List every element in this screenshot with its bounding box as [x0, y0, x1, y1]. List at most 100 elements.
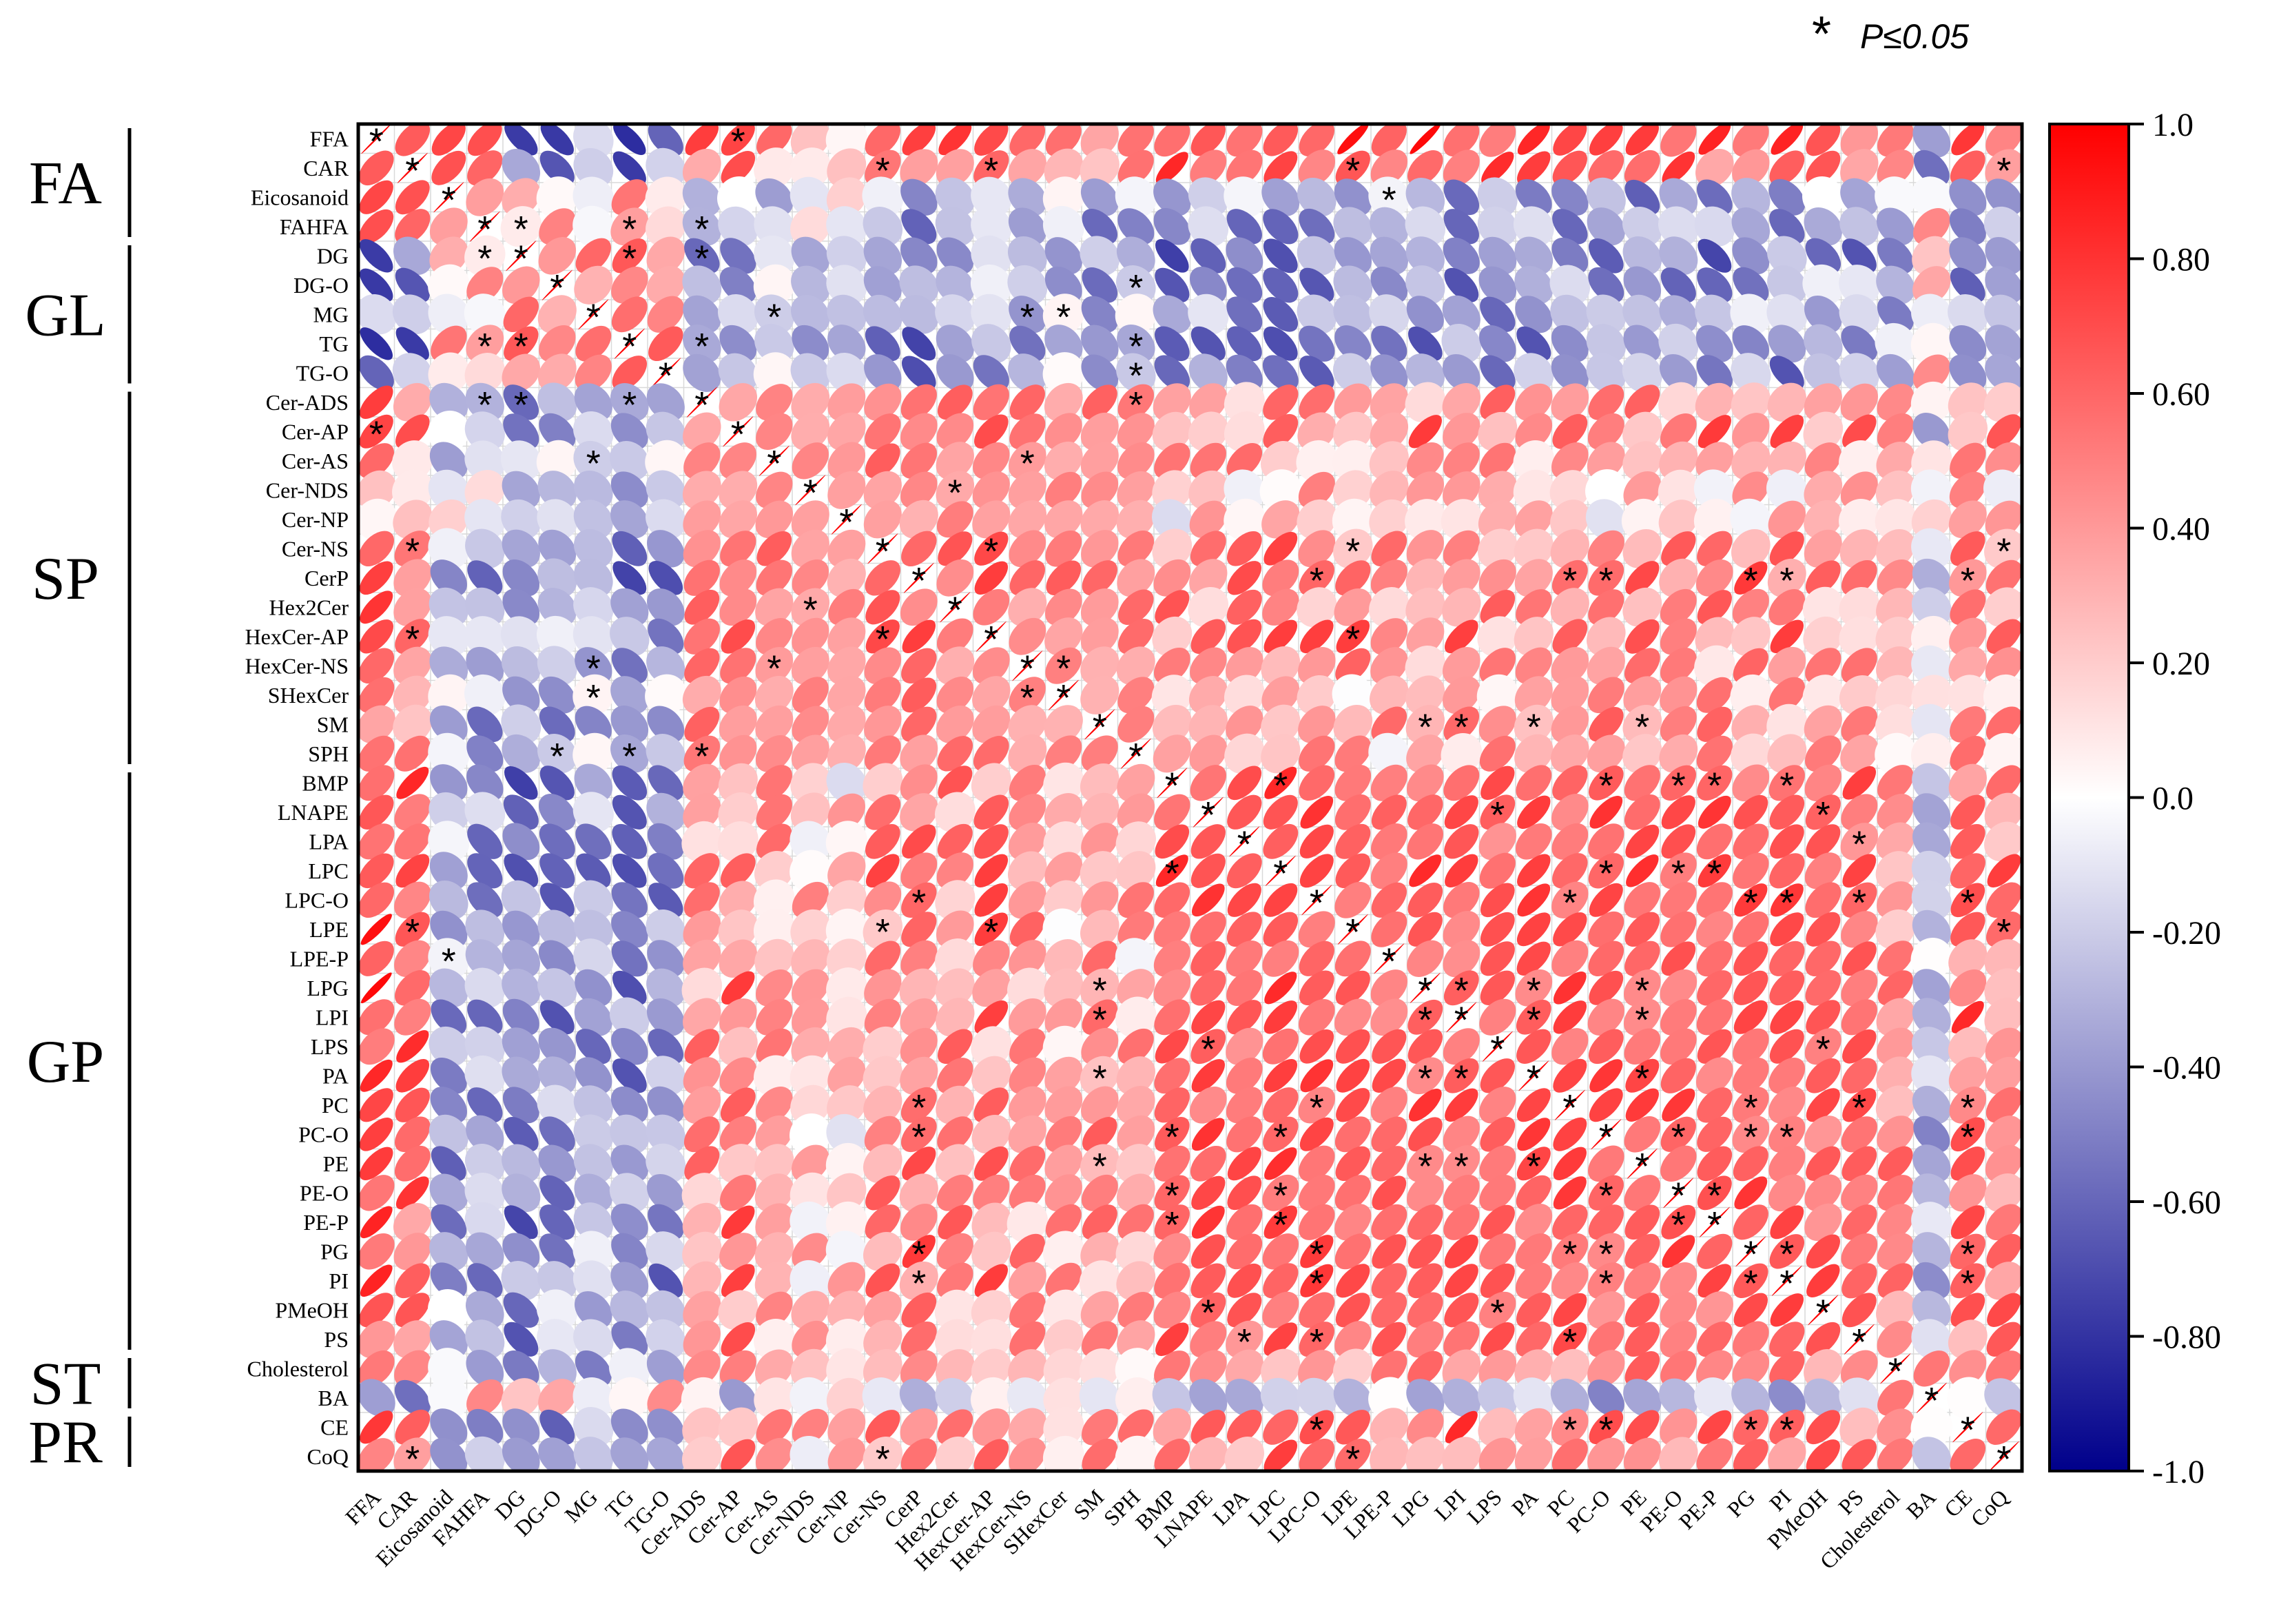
significance-star-bmp-bmp: * — [1165, 765, 1179, 806]
cell-mg-ps — [1839, 294, 1880, 335]
cell-hexcer-ap-hexcer-ns — [1009, 617, 1046, 655]
cell-lps-pe-o — [1660, 1028, 1697, 1065]
cell-ba-hex2cer — [935, 1377, 976, 1418]
cell-lpe-p-pa — [1516, 941, 1551, 976]
cell-pa-pc-o — [1589, 1059, 1623, 1093]
significance-star-pg-pi: * — [1779, 1233, 1794, 1275]
cell-ps-cer-ap — [721, 1322, 756, 1357]
cell-car-pmeoh — [1806, 150, 1841, 185]
cell-pi-lpa — [1227, 1263, 1262, 1298]
cell-eicosanoid-bmp — [1153, 178, 1191, 216]
cell-ffa-shexcer — [1045, 124, 1082, 157]
cell-car-tg — [612, 151, 646, 185]
cell-mg-pe — [1622, 294, 1662, 334]
cell-lpc-pe — [1626, 854, 1659, 887]
cell-tg-o-car — [392, 353, 433, 393]
cell-pg-tg — [611, 1233, 648, 1270]
significance-star-pmeoh-lnape: * — [1201, 1292, 1215, 1333]
cell-dg-lnape — [1190, 238, 1226, 274]
cell-cer-nds-sm — [1081, 471, 1119, 509]
cell-sph-cholesterol — [1875, 732, 1917, 774]
cell-shexcer-ba — [1911, 675, 1952, 716]
cell-hexcer-ap-lpe-p — [1370, 618, 1407, 655]
cell-coq-pe-p — [1696, 1438, 1733, 1471]
cell-tg-pe-p — [1695, 325, 1733, 362]
cell-lpi-cer-nds — [792, 998, 829, 1036]
cell-dg-o-sm — [1082, 267, 1118, 303]
cell-dg-o-pmeoh — [1802, 264, 1844, 306]
significance-star-pe-o-pc-o: * — [1599, 1175, 1613, 1216]
cell-lnape-cer-ads — [683, 793, 721, 832]
significance-star-pa-lpg: * — [1418, 1058, 1432, 1099]
cell-ba-pa — [1513, 1377, 1554, 1419]
cell-cer-nds-pmeoh — [1804, 471, 1843, 510]
cell-cholesterol-lpc — [1261, 1348, 1301, 1388]
cell-ce-lpa — [1226, 1409, 1262, 1445]
cell-pe-p-pa — [1515, 1203, 1553, 1241]
cell-ce-lpg — [1407, 1408, 1444, 1446]
cell-ps-pa — [1516, 1322, 1552, 1357]
cell-ffa-cer-ads — [685, 124, 719, 156]
cell-pe-pe-p — [1697, 1146, 1733, 1182]
cell-mg-lpe — [1333, 294, 1373, 334]
cell-tg-o-lpi — [1442, 353, 1480, 392]
significance-star-coq-car: * — [405, 1439, 420, 1480]
significance-star-mg-hexcer-ns: * — [1020, 296, 1035, 338]
cell-dg-o-pc — [1549, 265, 1591, 306]
cell-pe-p-dg — [504, 1205, 538, 1240]
x-label-mg: MG — [559, 1484, 602, 1527]
cell-ps-pg — [1733, 1321, 1769, 1358]
cell-pe-p-tg — [610, 1203, 648, 1241]
cell-eicosanoid-ce — [1949, 178, 1987, 216]
significance-star-pi-ce: * — [1961, 1263, 1975, 1304]
cell-cer-np-pc-o — [1585, 499, 1627, 540]
cell-sph-ffa — [358, 735, 395, 772]
cell-dg-sm — [1080, 236, 1120, 276]
significance-star-pi-cerp: * — [911, 1263, 926, 1304]
cell-pe-o-lpe-p — [1372, 1175, 1407, 1211]
cell-ce-coq — [1986, 1409, 2022, 1446]
cell-pmeoh-lpi — [1444, 1293, 1479, 1328]
cell-hexcer-ap-hexcer-ap — [976, 621, 1007, 652]
cell-cer-nds-lnape — [1188, 470, 1228, 510]
cell-eicosanoid-dg — [502, 178, 541, 217]
significance-star-pe-o-bmp: * — [1165, 1175, 1179, 1216]
cell-shexcer-cerp — [901, 677, 937, 713]
cell-sph-pg — [1731, 733, 1771, 774]
cell-pc-lpc — [1263, 1087, 1299, 1123]
cell-cholesterol-pg — [1732, 1350, 1770, 1388]
significance-star-lpi-lpi: * — [1454, 999, 1469, 1040]
cell-tg-lpi — [1441, 323, 1482, 364]
cell-cerp-ffa — [359, 561, 393, 595]
significance-star-ffa-cer-ap: * — [731, 121, 745, 162]
y-label-coq: CoQ — [307, 1444, 349, 1469]
cell-pe-p-cer-as — [755, 1203, 794, 1242]
cell-hexcer-ap-pg — [1731, 617, 1771, 657]
cell-eicosanoid-hexcer-ap — [971, 176, 1012, 218]
cell-pe-lpg — [1406, 1144, 1444, 1182]
cell-lpc-o-ba — [1911, 880, 1952, 921]
cell-hex2cer-cer-ns — [865, 590, 900, 625]
cell-bmp-eicosanoid — [430, 764, 468, 802]
cell-cer-np-cer-ap — [719, 500, 757, 539]
cell-shexcer-ffa — [358, 677, 395, 713]
cell-cer-nds-ps — [1840, 471, 1878, 509]
cell-sm-lpg — [1405, 705, 1445, 744]
cell-pc-o-pmeoh — [1804, 1116, 1842, 1153]
cell-lpg-lpg — [1410, 972, 1441, 1003]
cell-sph-hex2cer — [937, 736, 973, 772]
cell-hex2cer-lpe-p — [1369, 587, 1410, 628]
cell-lnape-hexcer-ns — [1009, 794, 1046, 831]
cell-car-shexcer — [1044, 148, 1084, 188]
y-label-pi: PI — [329, 1268, 349, 1293]
cell-bmp-tg-o — [648, 765, 684, 801]
cell-shexcer-lpe — [1332, 674, 1374, 717]
cell-hexcer-ns-hex2cer — [936, 646, 975, 686]
cell-lps-cer-ns — [863, 1026, 903, 1067]
cell-lpe-pe-o — [1660, 911, 1697, 947]
cell-lpe-p-pe — [1624, 941, 1660, 976]
cell-lps-lpc-o — [1299, 1029, 1334, 1064]
cell-ce-pe-p — [1698, 1410, 1732, 1444]
cell-sph-pa — [1514, 734, 1554, 773]
cell-tg-pi — [1768, 325, 1806, 363]
